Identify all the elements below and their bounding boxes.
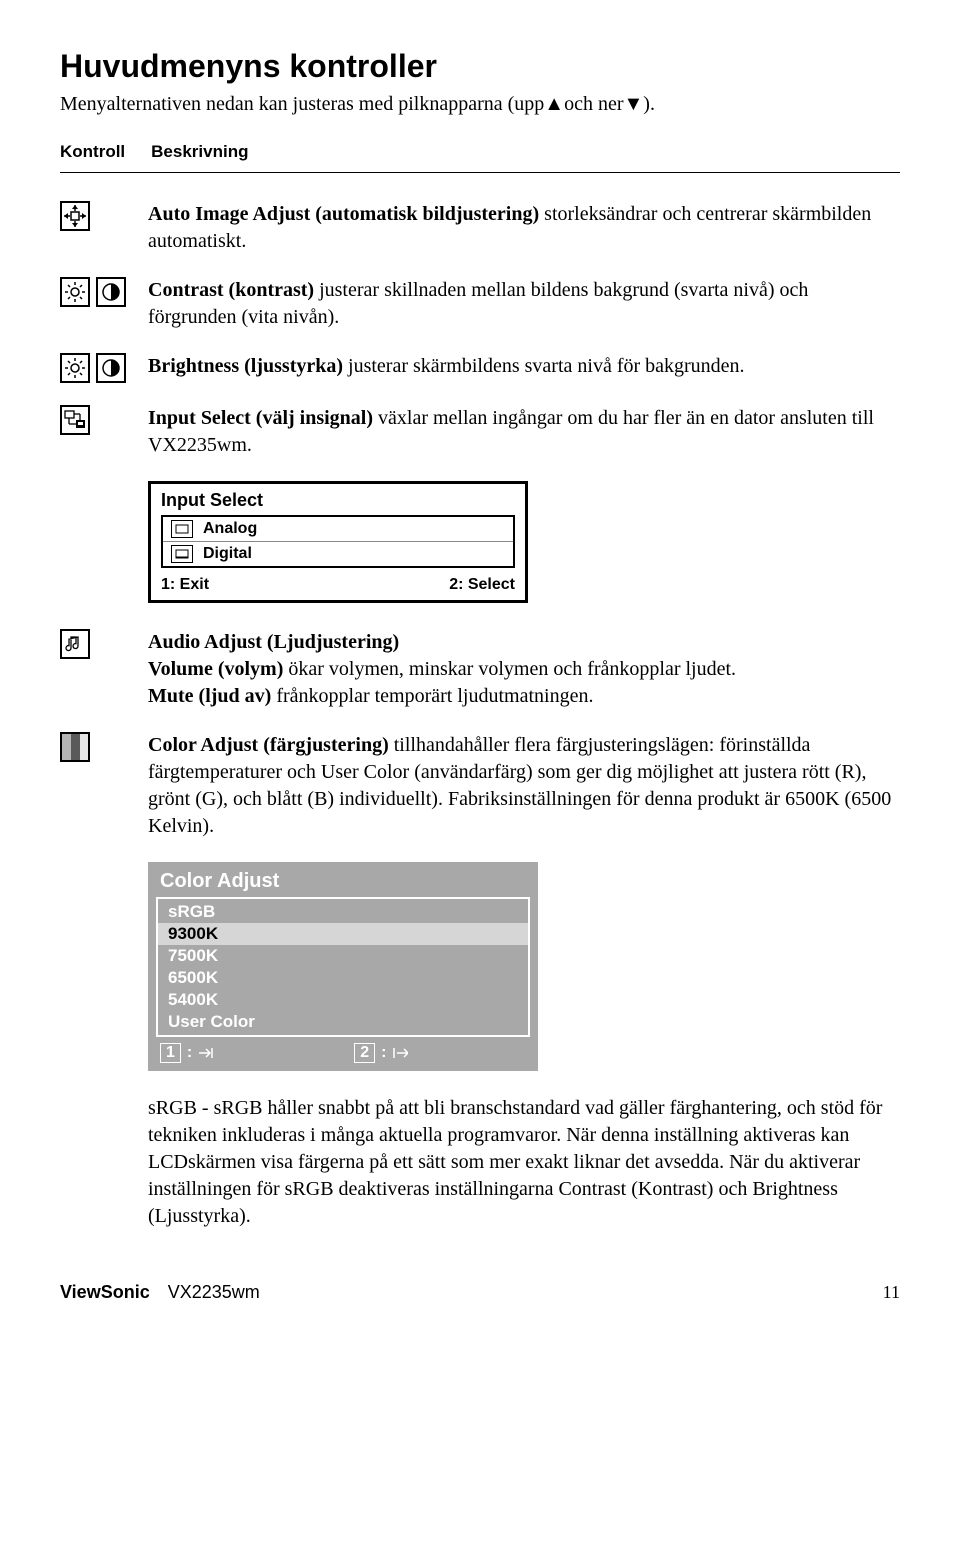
row-brightness: Brightness (ljusstyrka) justerar skärmbi…	[60, 353, 900, 383]
footer-model: VX2235wm	[168, 1282, 260, 1302]
desc-text: ökar volymen, minskar volymen och frånko…	[283, 658, 736, 680]
header-beskrivning: Beskrivning	[151, 142, 248, 162]
subtitle-part: och ner	[564, 93, 623, 115]
subtitle: Menyalternativen nedan kan justeras med …	[60, 93, 900, 116]
desc-bold: Color Adjust (färgjustering)	[148, 734, 389, 756]
osd-foot-left: 1: Exit	[161, 576, 209, 594]
row-input-select: Input Select (välj insignal) växlar mell…	[60, 405, 900, 459]
desc-srgb: sRGB - sRGB håller snabbt på att bli bra…	[148, 1095, 900, 1230]
footer-brand: ViewSonic	[60, 1282, 150, 1302]
osd-foot-2: 2 :	[354, 1043, 408, 1063]
desc-bold: Brightness (ljusstyrka)	[148, 355, 343, 377]
osd-title: Input Select	[151, 484, 525, 515]
row-audio: Audio Adjust (Ljudjustering) Volume (vol…	[60, 629, 900, 710]
osd-foot-1: 1 :	[160, 1043, 214, 1063]
desc-bold: Contrast (kontrast)	[148, 279, 314, 301]
desc-bold: Auto Image Adjust (automatisk bildjuster…	[148, 203, 539, 225]
osd-list: sRGB9300K7500K6500K5400KUser Color	[156, 897, 530, 1037]
auto-image-icon	[60, 201, 90, 231]
sun-icon	[60, 277, 90, 307]
half-circle-icon	[96, 353, 126, 383]
desc-color: Color Adjust (färgjustering) tillhandahå…	[148, 732, 900, 840]
desc-bold: Mute (ljud av)	[148, 685, 271, 707]
osd-footer: 1 : 2 :	[156, 1037, 530, 1063]
osd-color-item: sRGB	[158, 901, 528, 923]
osd-foot-right: 2: Select	[449, 576, 515, 594]
subtitle-part: ).	[643, 93, 655, 115]
osd-item-label: Digital	[203, 545, 252, 563]
row-auto-image: Auto Image Adjust (automatisk bildjuster…	[60, 201, 900, 255]
osd-item-analog: Analog	[163, 517, 513, 541]
header-kontroll: Kontroll	[60, 142, 125, 162]
desc-bold: Volume (volym)	[148, 658, 283, 680]
osd-item-label: Analog	[203, 520, 257, 538]
desc-text: frånkopplar temporärt ljudutmatningen.	[271, 685, 593, 707]
osd-color-item: 9300K	[158, 923, 528, 945]
row-contrast: Contrast (kontrast) justerar skillnaden …	[60, 277, 900, 331]
desc-auto-image: Auto Image Adjust (automatisk bildjuster…	[148, 201, 900, 255]
subtitle-part: Menyalternativen nedan kan justeras med …	[60, 93, 544, 115]
osd-input-select-panel: Input Select Analog Digital 1: Exit 2: S…	[148, 481, 528, 603]
down-triangle-icon: ▼	[624, 93, 644, 116]
desc-text: justerar skärmbildens svarta nivå för ba…	[343, 355, 745, 377]
desc-input-select: Input Select (välj insignal) växlar mell…	[148, 405, 900, 459]
desc-bold: Input Select (välj insignal)	[148, 407, 373, 429]
monitor-icon	[171, 545, 193, 563]
desc-bold: sRGB -	[148, 1097, 209, 1119]
desc-brightness: Brightness (ljusstyrka) justerar skärmbi…	[148, 353, 900, 380]
osd-foot-num: 2	[354, 1043, 375, 1063]
osd-list: Analog Digital	[161, 515, 515, 568]
desc-bold: Audio Adjust (Ljudjustering)	[148, 631, 399, 653]
osd-color-item: User Color	[158, 1011, 528, 1033]
osd-color-panel: Color Adjust sRGB9300K7500K6500K5400KUse…	[148, 862, 538, 1071]
osd-item-digital: Digital	[163, 541, 513, 566]
monitor-icon	[171, 520, 193, 538]
desc-contrast: Contrast (kontrast) justerar skillnaden …	[148, 277, 900, 331]
contrast-circle-icon	[96, 277, 126, 307]
osd-footer: 1: Exit 2: Select	[151, 574, 525, 600]
desc-text: sRGB håller snabbt på att bli branschsta…	[148, 1097, 882, 1227]
osd-title: Color Adjust	[156, 868, 530, 897]
up-triangle-icon: ▲	[544, 93, 564, 116]
desc-audio: Audio Adjust (Ljudjustering) Volume (vol…	[148, 629, 900, 710]
row-color: Color Adjust (färgjustering) tillhandahå…	[60, 732, 900, 840]
osd-color-item: 6500K	[158, 967, 528, 989]
osd-foot-num: 1	[160, 1043, 181, 1063]
osd-color-item: 5400K	[158, 989, 528, 1011]
table-header: Kontroll Beskrivning	[60, 142, 900, 173]
color-bars-icon	[60, 732, 90, 762]
footer-page: 11	[883, 1282, 900, 1303]
input-select-icon	[60, 405, 90, 435]
page-title: Huvudmenyns kontroller	[60, 48, 900, 85]
osd-color-item: 7500K	[158, 945, 528, 967]
page-footer: ViewSonic VX2235wm 11	[60, 1282, 900, 1303]
sun-icon	[60, 353, 90, 383]
audio-icon	[60, 629, 90, 659]
